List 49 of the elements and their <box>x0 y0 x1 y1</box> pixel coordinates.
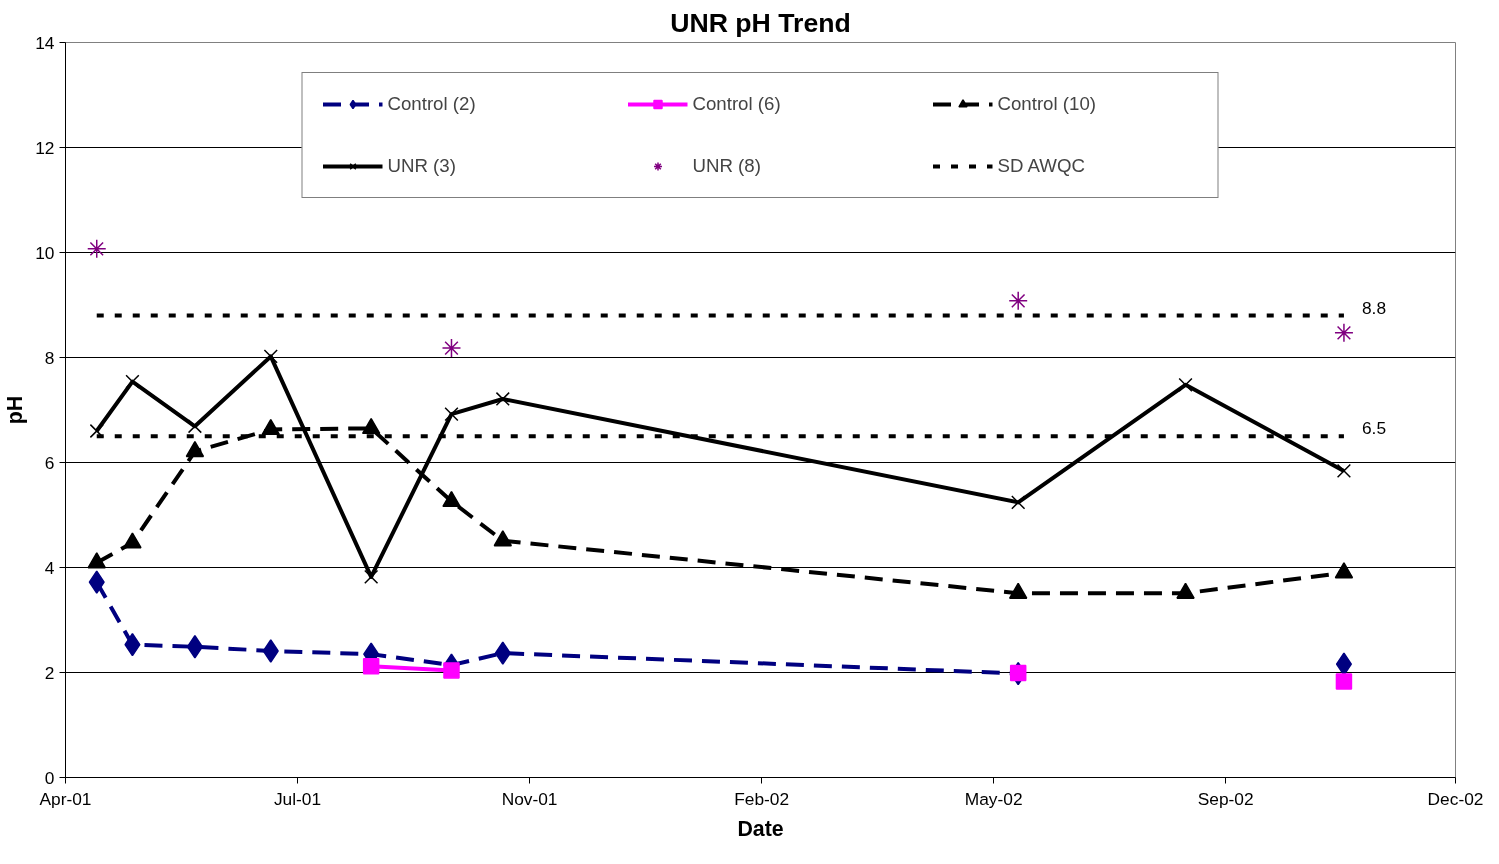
x-tick-label: Dec-02 <box>1427 788 1484 809</box>
point <box>86 239 107 259</box>
point <box>494 641 511 665</box>
y-tick-label: 4 <box>44 557 55 578</box>
x-tick-label: Apr-01 <box>39 788 92 809</box>
point <box>88 570 105 594</box>
point <box>443 662 460 679</box>
point <box>1335 652 1353 676</box>
x-tick-label: Feb-02 <box>734 788 790 809</box>
legend-label: UNR (3) <box>387 155 457 177</box>
data-label: 6.5 <box>1361 418 1387 439</box>
legend-label: Control (6) <box>692 93 782 115</box>
point <box>1009 664 1027 682</box>
chart-title: UNR pH Trend <box>670 7 851 38</box>
y-axis-title: pH <box>3 395 28 425</box>
y-tick-label: 8 <box>44 347 55 368</box>
legend-label: SD AWQC <box>997 155 1086 177</box>
y-tick-label: 10 <box>35 242 55 263</box>
point <box>495 391 510 407</box>
x-axis-title: Date <box>737 816 784 841</box>
point <box>1178 377 1193 392</box>
point <box>186 635 203 659</box>
point <box>364 569 379 585</box>
point <box>263 349 278 364</box>
point <box>1336 463 1352 479</box>
legend-label: Control (2) <box>387 93 477 115</box>
legend-label: Control (10) <box>997 93 1097 115</box>
x-tick-label: Jul-01 <box>273 788 322 809</box>
x-tick-label: Sep-02 <box>1197 788 1254 809</box>
x-tick-label: May-02 <box>964 788 1023 809</box>
point <box>441 338 462 358</box>
point <box>125 374 140 389</box>
point <box>187 419 203 434</box>
point <box>1008 291 1028 311</box>
x-tick-label: Nov-01 <box>501 788 558 809</box>
point <box>444 407 459 422</box>
point <box>1011 495 1026 510</box>
point <box>362 657 380 675</box>
legend-label: UNR (8) <box>692 155 762 177</box>
data-label: 8.8 <box>1361 297 1387 318</box>
point <box>1334 323 1354 343</box>
point <box>89 423 104 439</box>
point <box>1335 673 1353 690</box>
y-tick-label: 2 <box>44 662 55 683</box>
y-tick-label: 12 <box>35 137 55 158</box>
y-tick-label: 6 <box>44 452 55 473</box>
y-tick-label: 14 <box>35 32 55 53</box>
point <box>262 639 279 663</box>
y-tick-label: 0 <box>44 767 55 788</box>
